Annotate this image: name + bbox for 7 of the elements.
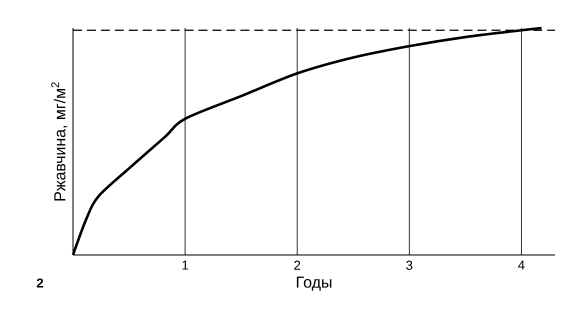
text: 2 [36,278,44,288]
y-axis-title: Ржавчина, мг/м$^{2}$ [51,82,68,200]
x-tick-label: 2 [294,260,300,270]
x-tick-label: 3 [406,260,412,270]
x-tick-label: 4 [518,260,525,270]
x-tick-label: 1 [182,260,188,270]
x-axis-title: Годы [296,276,332,291]
